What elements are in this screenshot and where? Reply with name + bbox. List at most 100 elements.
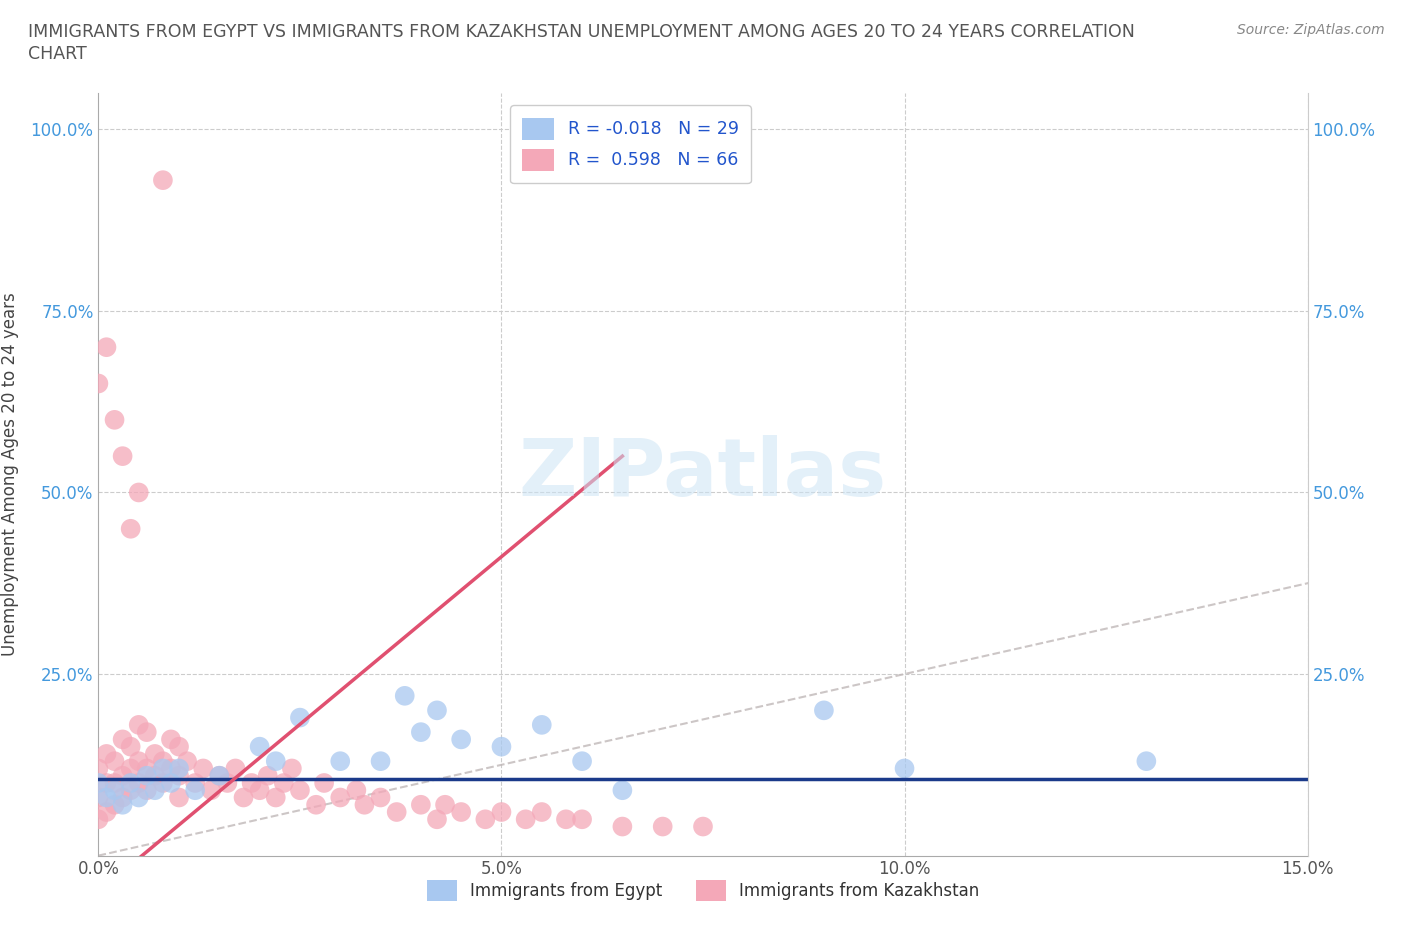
Point <box>135 783 157 798</box>
Point <box>152 776 174 790</box>
Point <box>176 753 198 768</box>
Point <box>314 776 336 790</box>
Point <box>152 173 174 188</box>
Point <box>103 783 125 798</box>
Point <box>370 790 392 805</box>
Point <box>135 768 157 783</box>
Point <box>103 412 125 427</box>
Point <box>111 790 134 805</box>
Point <box>394 688 416 703</box>
Point <box>217 776 239 790</box>
Legend: Immigrants from Egypt, Immigrants from Kazakhstan: Immigrants from Egypt, Immigrants from K… <box>420 873 986 908</box>
Point <box>409 797 432 812</box>
Point <box>152 761 174 776</box>
Point <box>103 797 125 812</box>
Point <box>353 797 375 812</box>
Point <box>128 790 150 805</box>
Point <box>96 747 118 762</box>
Point <box>111 768 134 783</box>
Point <box>111 732 134 747</box>
Point <box>450 804 472 819</box>
Point <box>329 753 352 768</box>
Point <box>651 819 673 834</box>
Point <box>256 768 278 783</box>
Point <box>120 522 142 537</box>
Point <box>530 804 553 819</box>
Point <box>160 761 183 776</box>
Point <box>612 819 634 834</box>
Text: Source: ZipAtlas.com: Source: ZipAtlas.com <box>1237 23 1385 37</box>
Point <box>128 717 150 732</box>
Point <box>434 797 457 812</box>
Point <box>515 812 537 827</box>
Point <box>120 776 142 790</box>
Point <box>249 783 271 798</box>
Point <box>87 776 110 790</box>
Point <box>426 812 449 827</box>
Point <box>143 783 166 798</box>
Point <box>184 783 207 798</box>
Point <box>103 753 125 768</box>
Point <box>370 753 392 768</box>
Point <box>160 732 183 747</box>
Point <box>135 724 157 739</box>
Point <box>208 768 231 783</box>
Point <box>87 790 110 805</box>
Point <box>555 812 578 827</box>
Point <box>208 768 231 783</box>
Point <box>200 783 222 798</box>
Point <box>87 812 110 827</box>
Point <box>120 761 142 776</box>
Point <box>491 804 513 819</box>
Point <box>152 753 174 768</box>
Point <box>96 790 118 805</box>
Point <box>264 753 287 768</box>
Point <box>232 790 254 805</box>
Point <box>571 812 593 827</box>
Point <box>450 732 472 747</box>
Point <box>409 724 432 739</box>
Point <box>193 761 215 776</box>
Point <box>128 776 150 790</box>
Point <box>111 448 134 463</box>
Point <box>240 776 263 790</box>
Point <box>184 776 207 790</box>
Point <box>385 804 408 819</box>
Point <box>273 776 295 790</box>
Point <box>96 804 118 819</box>
Point <box>167 761 190 776</box>
Point <box>143 747 166 762</box>
Point <box>571 753 593 768</box>
Point <box>111 797 134 812</box>
Point <box>305 797 328 812</box>
Point <box>96 339 118 354</box>
Point <box>103 776 125 790</box>
Point <box>288 783 311 798</box>
Point <box>491 739 513 754</box>
Point <box>143 768 166 783</box>
Text: IMMIGRANTS FROM EGYPT VS IMMIGRANTS FROM KAZAKHSTAN UNEMPLOYMENT AMONG AGES 20 T: IMMIGRANTS FROM EGYPT VS IMMIGRANTS FROM… <box>28 23 1135 41</box>
Text: CHART: CHART <box>28 45 87 62</box>
Point <box>813 703 835 718</box>
Point <box>474 812 496 827</box>
Point <box>426 703 449 718</box>
Point <box>167 790 190 805</box>
Legend: R = -0.018   N = 29, R =  0.598   N = 66: R = -0.018 N = 29, R = 0.598 N = 66 <box>510 105 751 183</box>
Point <box>612 783 634 798</box>
Point <box>87 376 110 391</box>
Point <box>120 783 142 798</box>
Point <box>96 776 118 790</box>
Point <box>224 761 246 776</box>
Point <box>530 717 553 732</box>
Point <box>1135 753 1157 768</box>
Point <box>167 768 190 783</box>
Point <box>281 761 304 776</box>
Point <box>249 739 271 754</box>
Point <box>120 739 142 754</box>
Point <box>128 753 150 768</box>
Point <box>128 485 150 500</box>
Point <box>160 776 183 790</box>
Point <box>329 790 352 805</box>
Point <box>893 761 915 776</box>
Point <box>344 783 367 798</box>
